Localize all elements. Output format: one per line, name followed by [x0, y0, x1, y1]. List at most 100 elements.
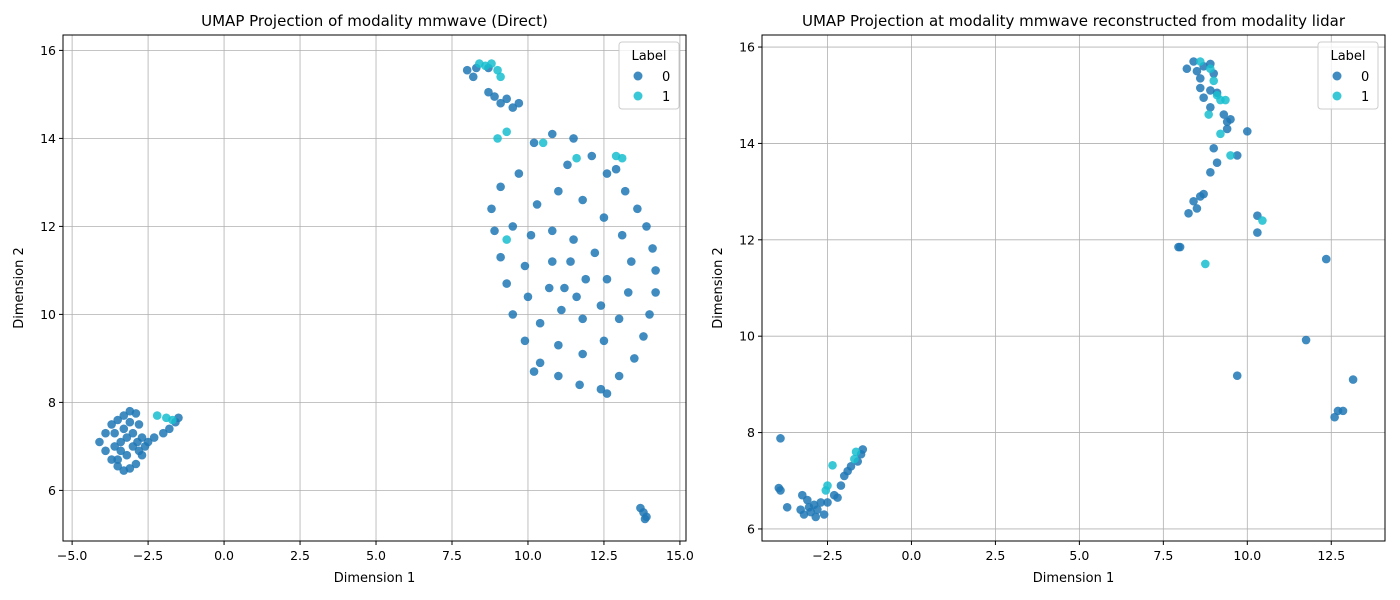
data-point-label-1	[821, 486, 831, 495]
data-point-label-0	[496, 98, 505, 108]
x-tick-label: −2.5	[133, 548, 163, 563]
data-point-label-0	[544, 283, 554, 293]
legend-entry-label: 1	[1361, 90, 1369, 105]
data-point-label-0	[119, 424, 129, 434]
data-point-label-0	[490, 226, 499, 236]
data-point-label-0	[776, 434, 785, 443]
x-tick-label: 5.0	[366, 548, 386, 563]
data-point-label-1	[1216, 129, 1225, 139]
plot-frame	[62, 34, 687, 542]
data-point-label-0	[1182, 64, 1192, 74]
data-point-label-0	[532, 200, 542, 209]
data-point-label-0	[462, 65, 472, 75]
data-point-label-0	[566, 257, 575, 266]
y-tick-label: 12	[40, 219, 56, 234]
data-point-label-0	[578, 314, 587, 324]
data-point-label-0	[128, 428, 138, 438]
data-point-label-0	[520, 261, 530, 271]
data-point-label-0	[1195, 192, 1205, 201]
data-point-label-0	[611, 164, 621, 174]
data-point-label-0	[798, 490, 807, 500]
data-point-label-0	[529, 367, 539, 376]
data-point-label-0	[1189, 57, 1198, 66]
data-point-label-0	[554, 371, 563, 381]
y-axis-label: Dimension 2	[12, 247, 27, 329]
data-point-label-1	[1204, 110, 1213, 119]
data-point-label-0	[547, 129, 557, 139]
data-point-label-1	[572, 153, 581, 163]
legend-entry-label: 1	[662, 90, 670, 105]
y-tick-label: 6	[48, 483, 56, 498]
data-point-label-0	[602, 169, 612, 178]
y-tick-label: 6	[747, 521, 755, 536]
data-point-label-0	[101, 428, 110, 438]
data-point-label-0	[614, 314, 624, 324]
data-point-label-0	[514, 169, 524, 178]
data-point-label-0	[620, 186, 630, 196]
data-point-label-0	[804, 502, 814, 512]
data-point-label-0	[1232, 151, 1242, 160]
data-point-label-0	[1330, 412, 1339, 422]
data-point-label-0	[1175, 242, 1185, 252]
data-point-label-0	[514, 98, 524, 108]
data-point-label-1	[617, 153, 627, 163]
data-point-label-0	[651, 288, 660, 297]
x-axis-label: Dimension 1	[334, 571, 416, 586]
data-point-label-0	[1195, 74, 1205, 83]
data-point-label-0	[572, 292, 581, 302]
data-point-label-0	[158, 428, 168, 438]
data-point-label-0	[113, 415, 123, 425]
data-point-label-0	[122, 450, 132, 460]
data-point-label-1	[496, 72, 505, 82]
left-chart-panel: −5.0 −2.5 0.0 2.5 5.0 7.5 10.0 12.5 15.068101214…	[12, 12, 694, 586]
data-point-label-0	[1253, 228, 1262, 237]
data-point-label-0	[113, 461, 123, 471]
data-point-label-0	[648, 244, 657, 253]
data-point-label-0	[1301, 335, 1311, 345]
data-point-label-0	[143, 437, 153, 447]
data-point-label-0	[651, 266, 660, 275]
data-point-label-0	[836, 481, 846, 490]
legend-box	[1317, 41, 1379, 110]
data-point-label-0	[1209, 143, 1219, 153]
x-tick-label: 7.5	[442, 548, 462, 563]
y-tick-label: 14	[739, 136, 755, 151]
x-tick-label: 2.5	[290, 548, 310, 563]
data-point-label-0	[134, 420, 144, 429]
x-tick-label: 12.5	[1317, 548, 1345, 563]
data-point-label-0	[1199, 93, 1208, 102]
y-tick-label: 14	[40, 131, 56, 146]
legend-title: Label	[631, 49, 666, 64]
data-point-label-0	[547, 226, 557, 236]
y-axis-label: Dimension 2	[711, 247, 726, 329]
data-point-label-0	[858, 445, 868, 454]
legend-entry-label: 0	[662, 70, 670, 85]
data-point-label-0	[587, 151, 597, 161]
data-point-label-0	[823, 498, 832, 507]
data-point-label-1	[1201, 259, 1210, 269]
data-point-label-0	[617, 230, 627, 240]
data-point-label-0	[1222, 124, 1232, 134]
data-point-label-1	[828, 461, 837, 470]
data-point-label-1	[1226, 151, 1235, 160]
legend-title: Label	[1330, 49, 1365, 64]
chart-title: UMAP Projection at modality mmwave recon…	[802, 12, 1346, 30]
data-point-label-0	[639, 332, 648, 341]
x-tick-label: 15.0	[666, 548, 694, 563]
legend-box	[618, 41, 680, 110]
data-point-label-0	[101, 446, 110, 456]
y-tick-label: 10	[40, 307, 56, 322]
data-point-label-0	[630, 354, 639, 363]
data-point-label-0	[819, 510, 829, 519]
x-tick-label: 10.0	[514, 548, 542, 563]
data-point-label-1	[1221, 95, 1230, 105]
data-point-label-0	[581, 274, 591, 284]
data-point-label-0	[1192, 66, 1202, 76]
data-point-label-0	[554, 186, 563, 196]
data-point-label-0	[496, 182, 505, 192]
data-point-label-0	[599, 213, 609, 222]
data-point-label-0	[640, 514, 650, 524]
data-point-label-0	[1206, 168, 1215, 177]
